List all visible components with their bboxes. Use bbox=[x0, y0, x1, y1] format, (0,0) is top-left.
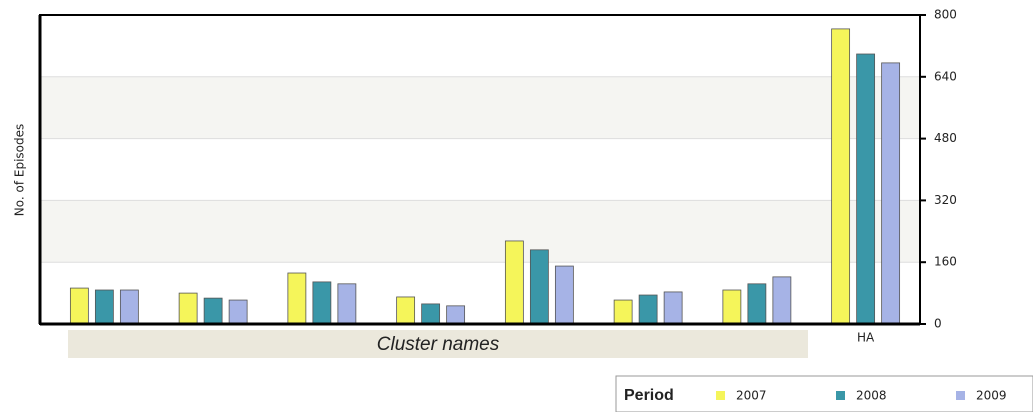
bar bbox=[446, 305, 466, 325]
bar bbox=[69, 287, 89, 325]
bar bbox=[504, 240, 524, 325]
bar bbox=[881, 62, 901, 325]
bar bbox=[94, 289, 114, 325]
legend-swatch bbox=[716, 391, 725, 400]
bar bbox=[831, 28, 851, 325]
bar bbox=[178, 292, 198, 325]
y-tick-label: 320 bbox=[934, 193, 957, 207]
x-tick-label: HA bbox=[857, 331, 875, 345]
bar bbox=[228, 299, 248, 325]
y-tick-label: 640 bbox=[934, 69, 957, 83]
bar bbox=[613, 299, 633, 325]
bar bbox=[772, 276, 792, 325]
legend-label: 2007 bbox=[736, 389, 767, 403]
bar bbox=[554, 265, 574, 325]
y-axis-label: No. of Episodes bbox=[13, 124, 27, 217]
plot-band bbox=[40, 15, 920, 77]
y-tick-label: 160 bbox=[934, 255, 957, 269]
legend-label: 2008 bbox=[856, 389, 887, 403]
plot-band bbox=[40, 200, 920, 263]
y-tick-label: 0 bbox=[934, 317, 942, 331]
bar bbox=[119, 289, 139, 325]
bar bbox=[638, 294, 658, 325]
bar bbox=[529, 249, 549, 325]
bar bbox=[747, 283, 767, 325]
x-axis-label: Cluster names bbox=[377, 334, 500, 355]
legend bbox=[615, 375, 1033, 412]
bar bbox=[663, 291, 683, 325]
bar bbox=[203, 297, 223, 325]
bar bbox=[337, 283, 357, 325]
plot-band bbox=[40, 76, 920, 139]
legend-swatch bbox=[956, 391, 965, 400]
bar bbox=[722, 289, 742, 325]
x-label-box bbox=[68, 330, 808, 358]
y-tick-label: 800 bbox=[934, 8, 957, 22]
legend-label: 2009 bbox=[976, 389, 1007, 403]
bar bbox=[312, 281, 332, 325]
bar bbox=[396, 296, 416, 325]
bar bbox=[421, 303, 441, 325]
legend-swatch bbox=[836, 391, 845, 400]
bar bbox=[287, 272, 307, 325]
bar bbox=[856, 53, 876, 325]
y-tick-label: 480 bbox=[934, 131, 957, 145]
legend-title: Period bbox=[624, 387, 674, 404]
plot-band bbox=[40, 138, 920, 201]
